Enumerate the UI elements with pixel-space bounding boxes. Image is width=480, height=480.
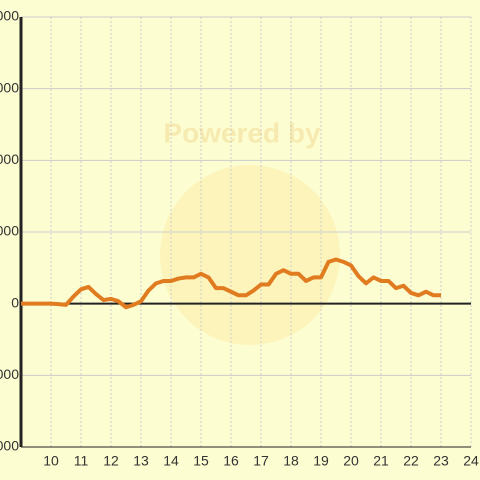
watermark-logo bbox=[160, 165, 340, 345]
x-tick-label: 18 bbox=[283, 453, 299, 469]
x-tick-label: 14 bbox=[163, 453, 179, 469]
x-tick-label: 20 bbox=[343, 453, 359, 469]
y-tick-label: 6,000 bbox=[0, 151, 19, 167]
x-tick-label: 22 bbox=[403, 453, 419, 469]
y-tick-label: 3,000 bbox=[0, 223, 19, 239]
x-tick-label: 17 bbox=[253, 453, 269, 469]
x-tick-label: 15 bbox=[193, 453, 209, 469]
x-tick-label: 24 bbox=[463, 453, 479, 469]
x-tick-label: 10 bbox=[43, 453, 59, 469]
x-tick-label: 21 bbox=[373, 453, 389, 469]
x-tick-label: 23 bbox=[433, 453, 449, 469]
y-tick-label: 0 bbox=[11, 294, 19, 310]
y-tick-label: -6,000 bbox=[0, 438, 19, 454]
x-tick-label: 11 bbox=[74, 453, 89, 469]
watermark-text: Powered by bbox=[163, 117, 321, 148]
x-tick-label: 16 bbox=[223, 453, 239, 469]
x-tick-label: 19 bbox=[313, 453, 329, 469]
y-tick-label: -3,000 bbox=[0, 366, 19, 382]
x-tick-label: 13 bbox=[133, 453, 149, 469]
x-tick-label: 12 bbox=[103, 453, 119, 469]
y-tick-label: 12,000 bbox=[0, 8, 19, 24]
y-tick-label: 9,000 bbox=[0, 79, 19, 95]
data-line bbox=[21, 257, 441, 310]
